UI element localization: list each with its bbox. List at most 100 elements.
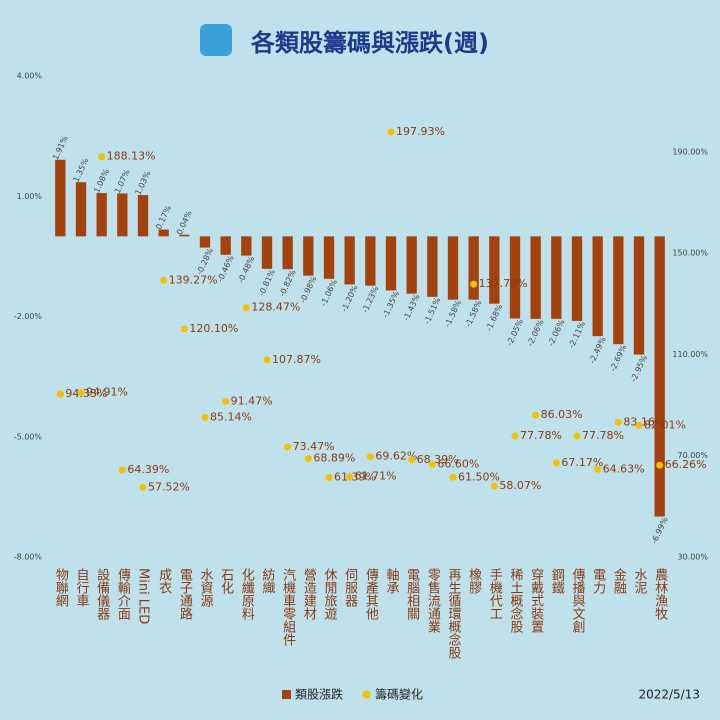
dot-label: 64.63%	[603, 462, 645, 475]
dot-label: 94.33%	[65, 387, 107, 400]
dot-label: 86.03%	[541, 408, 583, 421]
bar	[261, 236, 273, 269]
bar	[592, 236, 603, 337]
bar	[137, 195, 149, 237]
dot-label: 68.39%	[417, 453, 459, 466]
x-tick-label: 稀土概念股	[508, 568, 524, 634]
bar	[447, 236, 459, 300]
bar	[406, 236, 417, 294]
legend-swatch	[362, 690, 371, 699]
x-tick-label: 金融	[611, 567, 627, 594]
bar	[303, 236, 314, 276]
bar	[344, 236, 355, 285]
bar	[365, 236, 376, 286]
x-tick-label: 電腦相關	[404, 568, 420, 620]
bar	[613, 236, 624, 345]
dot-label: 61.71%	[355, 470, 397, 483]
dot	[222, 397, 230, 405]
x-tick-label: 化纖原料	[239, 568, 255, 620]
bar	[571, 236, 583, 321]
y2-tick-label: 150.00%	[672, 249, 708, 258]
dot	[304, 455, 312, 463]
x-tick-label: 橡膠	[466, 568, 482, 595]
dot-label: 66.26%	[665, 458, 707, 471]
bar	[179, 234, 190, 237]
dot-label: 77.78%	[582, 429, 624, 442]
dot	[552, 459, 560, 467]
bar	[468, 236, 479, 300]
dot	[532, 411, 540, 419]
bar	[158, 229, 169, 237]
x-tick-label: 鋼鐵	[549, 568, 565, 595]
dot-label: 128.47%	[251, 301, 300, 314]
dot	[470, 280, 478, 288]
bar	[509, 236, 521, 319]
x-tick-label: 水泥	[632, 568, 648, 594]
dot-label: 73.47%	[293, 440, 335, 453]
dot	[325, 474, 333, 482]
bar	[489, 236, 500, 304]
dot	[160, 276, 168, 284]
dot-label: 120.10%	[189, 322, 238, 335]
x-tick-label: 設備儀器	[94, 567, 110, 621]
dot-label: 61.50%	[458, 470, 500, 483]
y2-tick-label: 110.00%	[672, 350, 708, 359]
dot	[573, 432, 581, 440]
dot-label: 85.14%	[210, 410, 252, 423]
dot	[201, 413, 209, 421]
x-tick-label: 石化	[218, 568, 234, 595]
x-tick-label: 穿戴式裝置	[528, 567, 544, 633]
x-tick-label: 成衣	[156, 568, 172, 594]
dot-label: 107.87%	[272, 353, 321, 366]
dot-label: 139.27%	[169, 273, 218, 286]
x-tick-label: 營造建材	[301, 568, 317, 620]
chart-title: 各類股籌碼與漲跌(週)	[250, 29, 489, 57]
logo	[200, 24, 232, 56]
legend-label: 類股漲跌	[295, 687, 343, 702]
x-tick-label: 傳輸介面	[115, 568, 131, 620]
y2-tick-label: 30.00%	[677, 553, 708, 562]
bar	[427, 236, 438, 297]
dot	[139, 483, 147, 491]
dot	[428, 460, 436, 468]
y-tick-label: -2.00%	[14, 312, 43, 321]
y-tick-label: 4.00%	[17, 72, 43, 81]
dot	[511, 432, 519, 440]
dot-label: 137.79%	[479, 277, 528, 290]
y2-tick-label: 190.00%	[672, 147, 708, 156]
x-tick-label: 休閒旅遊	[322, 568, 338, 621]
x-tick-label: 手機代工	[487, 568, 503, 620]
dot-label: 94.91%	[86, 386, 128, 399]
bar	[323, 236, 335, 279]
dot	[263, 356, 271, 364]
x-tick-label: 電力	[590, 568, 606, 595]
y2-tick-label: 70.00%	[677, 451, 708, 460]
bar	[551, 236, 562, 319]
bar	[654, 236, 665, 517]
x-tick-label: 紡織	[260, 568, 276, 595]
dot-label: 69.62%	[375, 450, 417, 463]
dot	[56, 390, 64, 398]
x-tick-label: 零售流通業	[425, 568, 441, 633]
dot-label: 91.47%	[231, 394, 273, 407]
dot	[490, 482, 498, 490]
dot-label: 68.89%	[313, 452, 355, 465]
dot-label: 188.13%	[107, 150, 156, 163]
dot	[346, 473, 354, 481]
dot-label: 57.52%	[148, 480, 190, 493]
bar	[96, 193, 107, 237]
dot	[77, 389, 85, 397]
y-tick-label: 1.00%	[17, 192, 43, 201]
legend-label: 籌碼變化	[375, 687, 423, 702]
dot-label: 64.39%	[127, 463, 169, 476]
bar	[117, 193, 128, 237]
dot	[594, 465, 602, 473]
x-tick-label: 汽機車零組件	[280, 568, 296, 646]
legend-swatch	[282, 690, 291, 699]
dot-label: 58.07%	[499, 479, 541, 492]
dot	[387, 128, 395, 136]
x-tick-label: Mini LED	[136, 568, 151, 624]
dot	[614, 418, 622, 426]
